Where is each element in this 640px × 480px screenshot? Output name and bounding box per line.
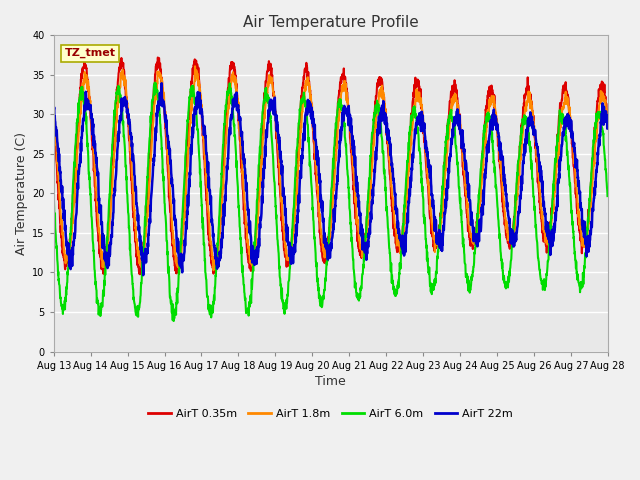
Legend: AirT 0.35m, AirT 1.8m, AirT 6.0m, AirT 22m: AirT 0.35m, AirT 1.8m, AirT 6.0m, AirT 2…	[144, 405, 518, 423]
Text: TZ_tmet: TZ_tmet	[65, 48, 116, 58]
X-axis label: Time: Time	[316, 375, 346, 388]
Title: Air Temperature Profile: Air Temperature Profile	[243, 15, 419, 30]
Y-axis label: Air Temperature (C): Air Temperature (C)	[15, 132, 28, 255]
